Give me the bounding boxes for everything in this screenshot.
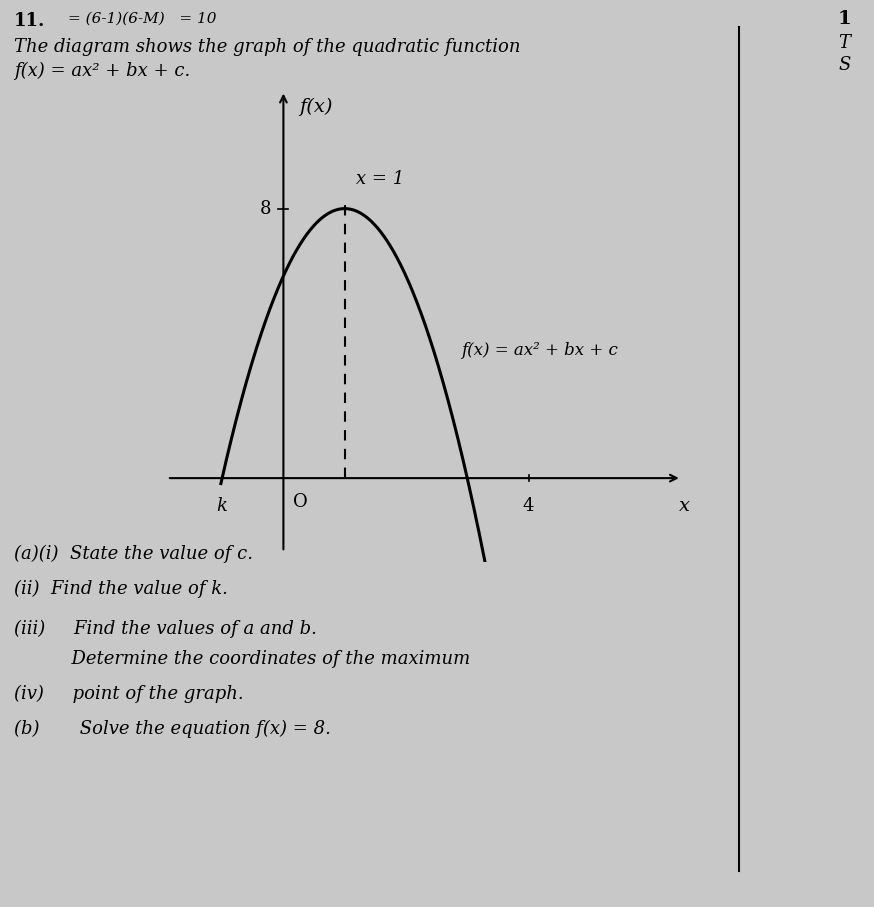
Text: The diagram shows the graph of the quadratic function: The diagram shows the graph of the quadr… [14,38,521,56]
Text: x: x [678,497,690,514]
Text: 1: 1 [838,10,852,28]
Text: f(x) = ax² + bx + c: f(x) = ax² + bx + c [461,342,618,358]
Text: Determine the coordinates of the maximum: Determine the coordinates of the maximum [14,650,470,668]
Text: O: O [293,493,308,512]
Text: 8: 8 [260,200,271,218]
Text: (iii)     Find the values of a and b.: (iii) Find the values of a and b. [14,620,317,639]
Text: (ii)  Find the value of k.: (ii) Find the value of k. [14,580,228,599]
Text: T: T [838,34,850,52]
Text: f(x) = ax² + bx + c.: f(x) = ax² + bx + c. [14,62,191,80]
Text: = (6-1)(6-M)   = 10: = (6-1)(6-M) = 10 [68,12,217,26]
Text: (a)(i)  State the value of c.: (a)(i) State the value of c. [14,545,253,563]
Text: x = 1: x = 1 [356,171,404,189]
Text: f(x): f(x) [299,97,332,116]
Text: (iv)     point of the graph.: (iv) point of the graph. [14,685,244,703]
Text: S: S [838,56,850,74]
Text: k: k [217,497,227,514]
Text: (b)       Solve the equation f(x) = 8.: (b) Solve the equation f(x) = 8. [14,720,331,738]
Text: 11.: 11. [14,12,45,30]
Text: 4: 4 [523,497,534,514]
